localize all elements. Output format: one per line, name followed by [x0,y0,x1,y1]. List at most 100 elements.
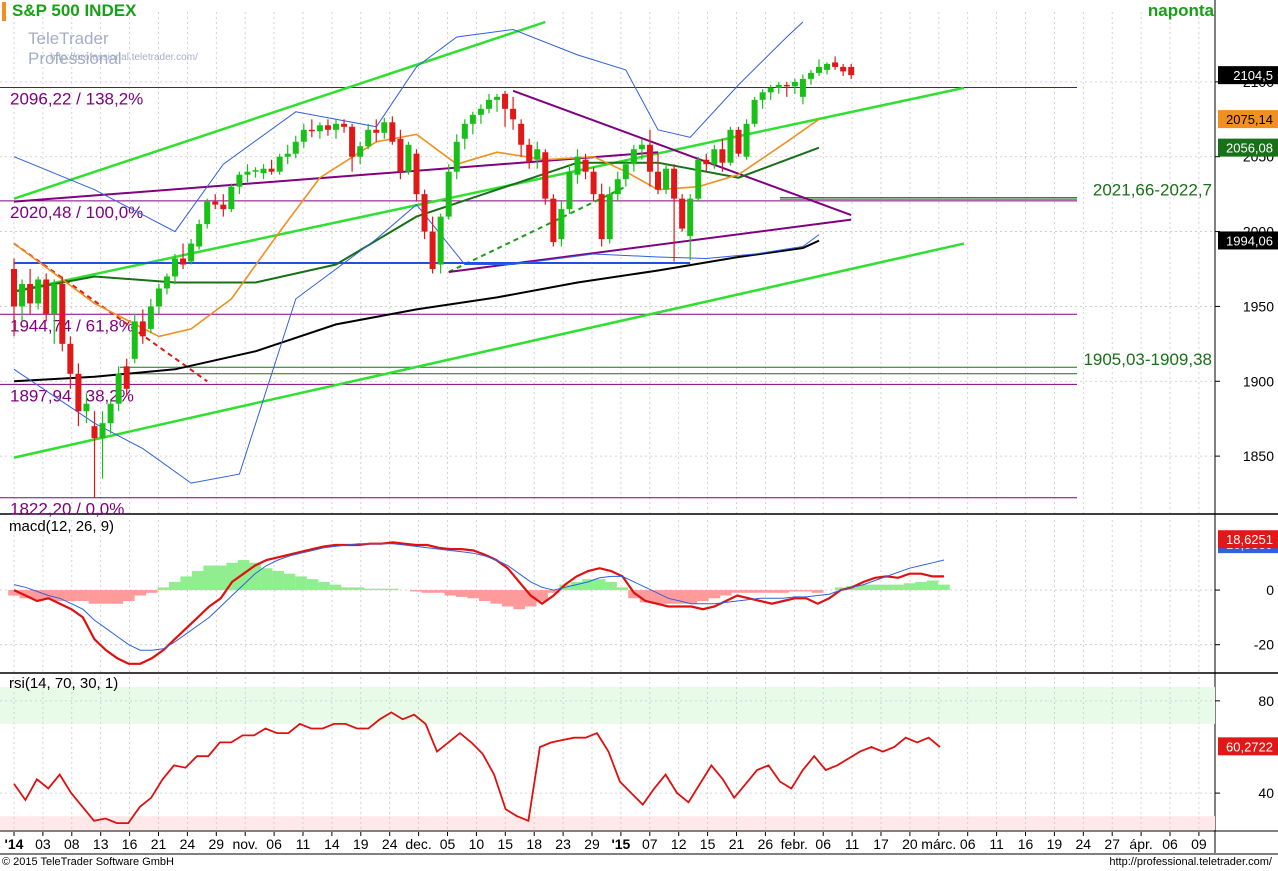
macd-histogram-bar [123,590,135,601]
candle-body [155,288,162,307]
x-tick-label: 18 [526,836,542,852]
macd-histogram-bar [31,590,43,600]
macd-histogram-bar [628,590,640,599]
candle-body [341,123,348,127]
candle-body [308,129,315,132]
x-tick-label: nov. [232,836,257,852]
rsi-label: rsi(14, 70, 30, 1) [9,675,119,692]
x-tick-label: 11 [296,836,311,852]
black-ma [13,239,820,383]
macd-histogram-bar [639,590,652,603]
candle-body [534,149,541,160]
macd-histogram-bar [237,560,250,591]
candle-body [405,144,412,172]
x-tick-label: 16 [122,836,138,852]
price-tag [1218,110,1278,129]
candle-body [469,114,476,124]
candle-body [260,168,267,174]
y-tick-label: 1900 [1243,373,1274,389]
candle-body [139,321,146,337]
candle-body [743,123,750,157]
candle-body [646,144,653,172]
x-tick-label: dec. [405,836,431,852]
macd-histogram-bar [283,573,296,591]
candle-body [172,258,178,277]
zone-label: 1905,03-1909,38 [1083,350,1212,369]
price-tag [1218,231,1278,250]
macd-histogram-bar [501,590,514,607]
candle-body [429,231,436,269]
macd-histogram-bar [547,590,560,593]
candle-body [582,159,589,172]
macd-histogram-bar [857,584,870,591]
macd-histogram-bar [915,581,927,591]
macd-histogram-bar [490,590,503,604]
candle-body [300,129,307,142]
macd-histogram-bar [662,590,675,604]
x-tick-label: 13 [93,836,109,852]
candle-body [357,146,364,157]
candle-body [655,171,661,190]
candle-body [276,156,283,172]
green-channel-mid [13,86,965,293]
candle-body [59,283,66,344]
macd-histogram-bar [88,590,101,604]
candle-body [236,174,243,187]
zone-label: 2021,66-2022,7 [1093,181,1212,200]
rsi-oversold-zone [0,816,1215,830]
macd-histogram-bar [743,590,755,593]
candle-body [840,66,847,72]
candle-body [19,283,26,307]
candle-body [775,84,782,88]
x-tick-label: '14 [5,836,24,852]
candle-body [518,123,525,145]
candle-body [397,138,404,172]
candle-body [679,198,686,229]
x-tick-label: 19 [1047,836,1063,852]
candle-body [123,366,130,389]
candle-body [735,129,742,154]
candle-body [83,403,90,412]
x-tick-label: 15 [700,836,716,852]
macd-histogram-bar [455,590,468,597]
macd-histogram-bar [524,590,537,607]
macd-histogram-bar [8,590,20,596]
x-tick-label: '15 [611,836,630,852]
x-tick-label: 21 [729,836,745,852]
macd-histogram-bar [926,580,939,591]
candle-body [807,72,814,79]
candle-body [461,123,468,139]
footer-url[interactable]: http://professional.teletrader.com/ [1109,856,1272,868]
x-tick-label: 10 [469,836,485,852]
candle-body [131,321,138,359]
triangle-top [512,89,852,217]
x-tick-label: febr. [781,836,808,852]
macd-histogram-bar [765,590,778,593]
candle-body [485,99,492,109]
x-tick-label: 17 [873,836,889,852]
macd-histogram-bar [869,584,881,591]
macd-histogram-bar [754,590,767,593]
macd-histogram-bar [352,587,365,591]
macd-histogram-bar [168,581,181,591]
macd-histogram-bar [788,590,801,592]
candle-body [268,168,275,172]
x-tick-label: 15 [498,836,514,852]
candle-body [421,194,428,232]
macd-signal-line [13,543,945,651]
candle-body [767,87,774,93]
candle-body [542,152,549,199]
candle-body [252,170,259,172]
x-tick-label: 06 [266,836,282,852]
fib-level-label: 1944,74 / 61,8% [10,316,134,335]
macd-value-tag [1218,530,1278,549]
candle-body [671,168,678,199]
x-tick-label: 23 [555,836,571,852]
x-tick-label: 16 [1018,836,1034,852]
candle-body [365,129,372,147]
x-tick-label: 06 [1162,836,1178,852]
x-tick-label: 06 [960,836,976,852]
candle-body [816,66,822,73]
candle-body [663,168,670,190]
